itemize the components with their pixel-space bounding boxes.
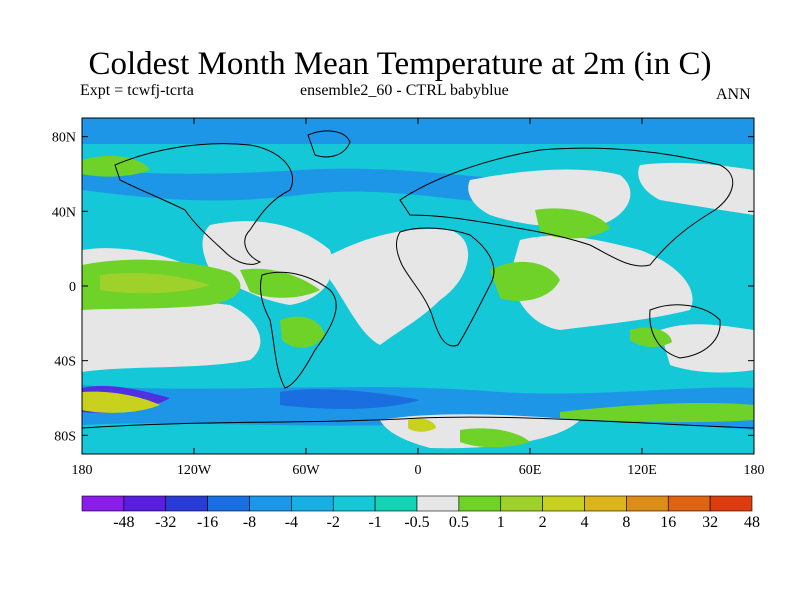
temperature-field xyxy=(82,118,754,454)
field-warm-alaska xyxy=(82,155,150,177)
lon-tick-label: 120W xyxy=(177,463,212,478)
colorbar-label: -2 xyxy=(327,514,340,531)
field-neutral-pacific xyxy=(82,288,261,372)
colorbar-swatch xyxy=(249,495,292,512)
colorbar-label: -32 xyxy=(155,514,176,531)
colorbar-label: 4 xyxy=(581,514,589,531)
longitude-axis: 180 120W 60W 0 60E 120E 180 xyxy=(72,118,765,478)
lat-tick-label: 40N xyxy=(52,205,76,220)
coast-north-america xyxy=(114,143,294,265)
colorbar-swatch xyxy=(374,495,418,512)
lat-tick-label: 80N xyxy=(52,131,76,146)
field-warm-antarctic-band xyxy=(560,402,754,423)
colorbar-swatch xyxy=(165,495,208,512)
coast-australia xyxy=(649,304,721,359)
colorbar-swatch xyxy=(207,495,250,512)
colorbar-label: 48 xyxy=(744,514,760,531)
colorbar-swatch xyxy=(626,495,669,512)
lat-tick-label: 80S xyxy=(54,429,76,444)
colorbar-swatch xyxy=(458,495,502,512)
field-warm-caribbean xyxy=(240,268,320,298)
colorbar-label: -48 xyxy=(113,514,134,531)
field-neutral-atlantic xyxy=(330,229,469,345)
colorbar-swatch xyxy=(667,495,711,512)
colorbar-swatch xyxy=(416,495,460,512)
colorbar-label: 1 xyxy=(497,514,505,531)
colorbar-label: -1 xyxy=(368,514,381,531)
colorbar-swatch xyxy=(709,495,753,512)
field-neutral-asia xyxy=(468,169,631,227)
map-title: Coldest Month Mean Temperature at 2m (in… xyxy=(88,46,712,82)
colorbar-label: -4 xyxy=(285,514,298,531)
field-warm-southern-yellow xyxy=(82,391,160,413)
field-neutral-indian xyxy=(510,235,693,330)
experiment-label: Expt = tcwfj-tcrta xyxy=(80,82,194,99)
colorbar-label: -0.5 xyxy=(404,514,429,531)
colorbar-label: 8 xyxy=(622,514,630,531)
colorbar-swatch xyxy=(81,495,125,512)
lon-tick-label: 60E xyxy=(519,463,542,478)
lon-tick-label: 0 xyxy=(415,463,422,478)
field-warm-antarctic-spot xyxy=(408,418,436,432)
field-warm-mideast xyxy=(535,208,610,239)
field-warm-south-america xyxy=(280,316,325,348)
colorbar-labels: -48 -32 -16 -8 -4 -2 -1 -0.5 0.5 1 2 4 8 16 32 48 xyxy=(113,514,760,531)
colorbar-label: 0.5 xyxy=(449,514,469,531)
lon-tick-label: 60W xyxy=(292,463,320,478)
run-label: ensemble2_60 - CTRL babyblue xyxy=(300,82,509,99)
colorbar-label: 32 xyxy=(702,514,718,531)
colorbar-label: 2 xyxy=(539,514,547,531)
field-warm-africa xyxy=(490,261,560,301)
lon-tick-label: 120E xyxy=(627,463,657,478)
lon-tick-label: 180 xyxy=(744,463,765,478)
lat-tick-label: 0 xyxy=(69,280,76,295)
lon-tick-label: 180 xyxy=(72,463,93,478)
field-warm-southern-spot xyxy=(460,428,530,448)
coast-greenland xyxy=(307,130,351,158)
field-warm-pacific-core xyxy=(100,273,210,294)
coast-eurasia xyxy=(399,147,734,267)
field-neutral-nepac xyxy=(638,162,754,215)
colorbar-swatch xyxy=(500,495,543,512)
colorbar-swatch xyxy=(123,495,167,512)
field-northern-band xyxy=(82,168,520,205)
colorbar-swatch xyxy=(291,495,334,512)
colorbar-swatch xyxy=(332,495,376,512)
coast-south-america xyxy=(259,271,337,389)
colorbar-label: -8 xyxy=(243,514,256,531)
coast-africa xyxy=(396,227,495,347)
field-southern-deep xyxy=(280,389,420,409)
season-label: ANN xyxy=(716,86,751,103)
field-warm-australia xyxy=(630,327,672,348)
lat-tick-label: 40S xyxy=(54,355,76,370)
colorbar-label: -16 xyxy=(197,514,218,531)
colorbar-label: 16 xyxy=(660,514,676,531)
coast-antarctica xyxy=(82,416,754,429)
colorbar xyxy=(81,495,753,512)
latitude-axis: 80N 40N 0 40S 80S xyxy=(52,131,754,444)
colorbar-swatch xyxy=(542,495,585,512)
colorbar-swatch xyxy=(584,495,627,512)
coastlines xyxy=(82,130,754,429)
